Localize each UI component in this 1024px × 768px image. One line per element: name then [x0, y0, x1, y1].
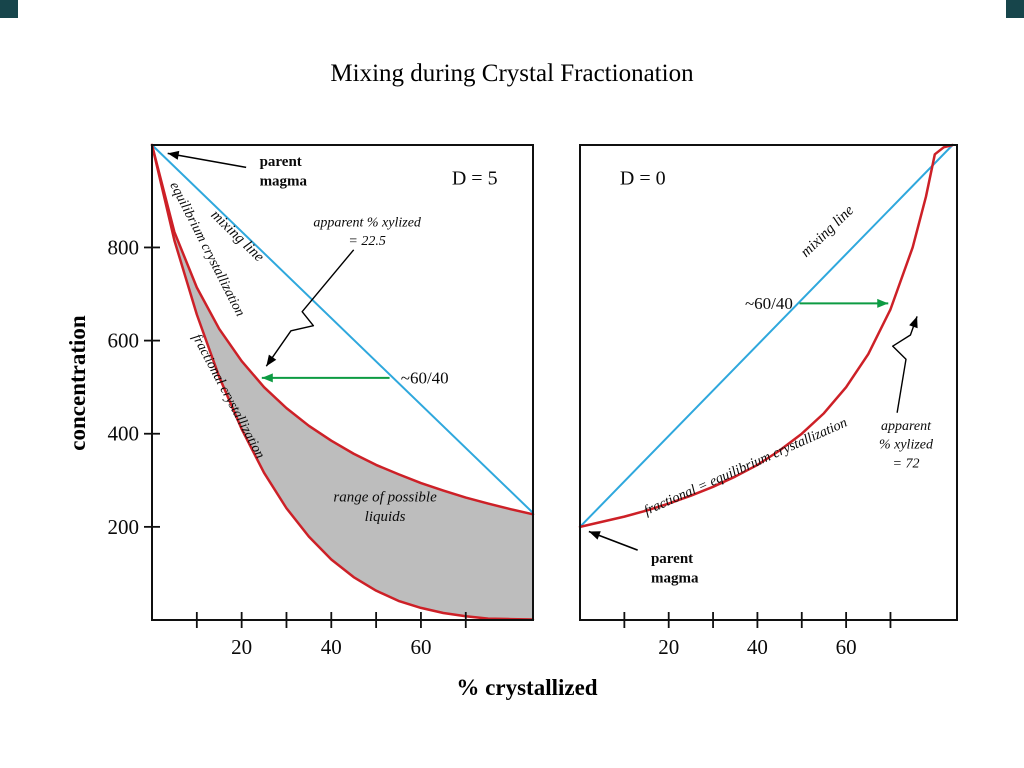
- y-tick-label: 400: [108, 422, 140, 446]
- y-tick-label: 800: [108, 235, 140, 259]
- apparent-pointer-arrow: [265, 249, 355, 367]
- parent-magma-label: parent: [651, 551, 693, 567]
- mix-ratio-label: ~60/40: [401, 368, 449, 387]
- apparent-xylized-label: = 22.5: [348, 234, 385, 249]
- x-tick-label: 60: [410, 635, 431, 659]
- x-tick-label: 20: [658, 635, 679, 659]
- x-axis-label: % crystallized: [456, 675, 598, 700]
- mixing-to-curve-arrow-head: [877, 298, 889, 308]
- parent-magma-arrow-head: [588, 531, 601, 540]
- parent-magma-arrow: [167, 152, 247, 169]
- apparent-xylized-label: apparent % xylized: [313, 215, 422, 230]
- range-of-liquids-label: range of possible: [333, 489, 437, 505]
- parent-magma-label: parent: [260, 154, 302, 170]
- parent-magma-label: magma: [260, 174, 308, 190]
- apparent-xylized-label: % xylized: [879, 438, 934, 453]
- x-tick-label: 20: [231, 635, 252, 659]
- parent-magma-label: magma: [651, 571, 699, 587]
- y-tick-label: 200: [108, 515, 140, 539]
- range-of-liquids-fill: [152, 145, 533, 620]
- panel-d-label: D = 5: [452, 168, 498, 190]
- mixing-line-curve: [579, 144, 954, 528]
- mixing-to-equilibrium-arrow-head: [261, 373, 273, 383]
- parent-magma-arrow-head: [167, 150, 180, 160]
- fractional-equilibrium-crystallization-curve: [578, 143, 954, 529]
- apparent-pointer-arrow-head: [266, 354, 277, 367]
- apparent-pointer-arrow-head: [909, 316, 918, 329]
- apparent-xylized-label: apparent: [881, 419, 932, 434]
- plot-frame: [151, 144, 534, 621]
- apparent-xylized-label: = 72: [893, 456, 920, 471]
- range-of-liquids-label: liquids: [365, 509, 406, 525]
- mix-ratio-label: ~60/40: [745, 294, 793, 313]
- x-tick-label: 40: [321, 635, 342, 659]
- x-tick-label: 60: [836, 635, 857, 659]
- y-tick-label: 600: [108, 329, 140, 353]
- equilibrium-crystallization-curve: [150, 143, 535, 516]
- slide-corner-decoration-left: [0, 0, 18, 18]
- plot-frame: [579, 144, 958, 621]
- x-tick-label: 40: [747, 635, 768, 659]
- page-title: Mixing during Crystal Fractionation: [330, 60, 694, 87]
- apparent-pointer-arrow: [891, 316, 918, 413]
- left-plot-d5: 20 40 60 200 400 600 800 D = 5 parent magma appare…: [108, 143, 535, 659]
- panel-d-label: D = 0: [620, 168, 666, 190]
- mixing-line-curve: [151, 144, 534, 514]
- slide-corner-decoration-right: [1006, 0, 1024, 18]
- fractional-crystallization-curve: [150, 143, 535, 621]
